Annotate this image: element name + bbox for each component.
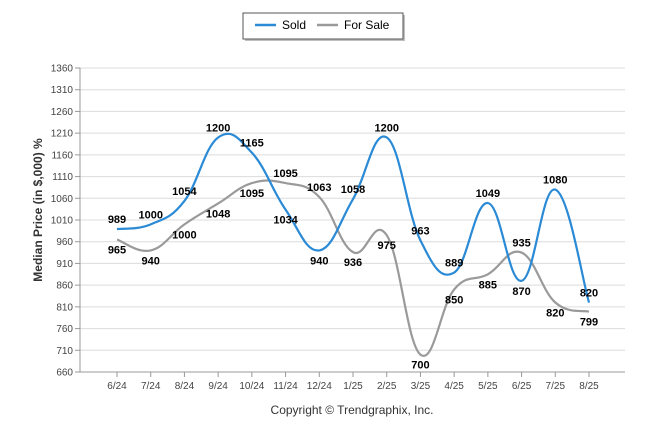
data-label-for-sale: 935 — [512, 238, 530, 250]
data-label-for-sale: 700 — [411, 360, 429, 372]
legend: Sold For Sale — [242, 12, 405, 41]
x-tick-label: 11/24 — [273, 381, 298, 392]
y-tick-label: 810 — [56, 302, 73, 313]
data-label-sold: 1200 — [374, 122, 398, 134]
series-line-sold — [116, 132, 591, 303]
y-tick-label: 760 — [56, 324, 73, 335]
grid-lines — [80, 67, 625, 373]
data-label-for-sale: 820 — [546, 308, 564, 320]
y-tick-label: 1010 — [51, 216, 74, 227]
data-label-for-sale: 799 — [580, 317, 598, 329]
y-tick-label: 660 — [56, 368, 73, 379]
y-axis-title: Median Price (in $,000) % — [31, 138, 45, 282]
x-tick-label: 3/25 — [411, 381, 431, 392]
y-axis: 660 710 760 810 860 910 960 1010 1060 1110 1160 121… — [51, 64, 81, 379]
x-axis: 6/24 7/24 8/24 9/24 10/24 11/24 12/24 1/25 2/25 3… — [80, 371, 625, 392]
x-tick-label: 6/24 — [107, 381, 127, 392]
x-tick-label: 12/24 — [307, 381, 332, 392]
x-tick-label: 7/25 — [546, 381, 566, 392]
y-tick-label: 1060 — [51, 194, 74, 205]
data-label-sold: 989 — [108, 214, 126, 226]
y-tick-label: 710 — [56, 346, 73, 357]
data-label-for-sale: 1095 — [240, 188, 264, 200]
data-label-for-sale: 936 — [344, 257, 362, 269]
data-label-sold: 1034 — [273, 215, 298, 227]
y-tick-label: 1360 — [51, 64, 74, 75]
x-tick-label: 10/24 — [239, 381, 264, 392]
y-tick-label: 1310 — [51, 85, 74, 96]
data-label-sold: 963 — [411, 225, 429, 237]
data-label-sold: 940 — [310, 255, 328, 267]
data-label-sold: 820 — [580, 288, 598, 300]
data-label-for-sale: 885 — [479, 279, 497, 291]
y-tick-label: 1110 — [52, 172, 73, 183]
data-label-sold: 1200 — [206, 122, 230, 134]
x-tick-label: 8/25 — [579, 381, 599, 392]
series-lines — [116, 132, 591, 357]
copyright-text: Copyright © Trendgraphix, Inc. — [271, 403, 434, 417]
data-label-sold: 1058 — [341, 184, 365, 196]
data-label-sold: 1080 — [543, 175, 567, 187]
y-tick-label: 860 — [56, 281, 73, 292]
data-label-for-sale: 1000 — [172, 229, 196, 241]
x-tick-label: 7/24 — [141, 381, 161, 392]
x-tick-label: 5/25 — [478, 381, 498, 392]
data-label-sold: 870 — [512, 286, 530, 298]
legend-label-sold: Sold — [282, 18, 306, 32]
data-label-for-sale: 975 — [378, 240, 396, 252]
data-label-sold: 1000 — [138, 209, 162, 221]
y-tick-label: 910 — [56, 259, 73, 270]
data-label-sold: 1049 — [476, 188, 500, 200]
data-label-for-sale: 940 — [142, 255, 160, 267]
data-label-for-sale: 1063 — [307, 182, 331, 194]
x-tick-label: 1/25 — [343, 381, 363, 392]
legend-label-for-sale: For Sale — [344, 18, 390, 32]
data-label-for-sale: 1095 — [273, 168, 297, 180]
y-tick-label: 1160 — [51, 150, 73, 161]
data-label-for-sale: 965 — [108, 245, 126, 257]
data-label-for-sale: 850 — [445, 294, 463, 306]
data-label-for-sale: 1048 — [206, 208, 230, 220]
data-label-sold: 1054 — [172, 186, 197, 198]
x-tick-label: 4/25 — [444, 381, 464, 392]
y-tick-label: 960 — [56, 237, 73, 248]
x-tick-label: 6/25 — [512, 381, 532, 392]
y-tick-label: 1210 — [51, 129, 74, 140]
data-label-sold: 1165 — [240, 138, 264, 150]
x-tick-label: 2/25 — [377, 381, 397, 392]
data-label-sold: 889 — [445, 258, 463, 270]
data-labels: 989 1000 1054 1200 1165 1034 940 1058 1200 963 889… — [108, 122, 598, 371]
x-tick-label: 8/24 — [175, 381, 195, 392]
x-tick-label: 9/24 — [208, 381, 228, 392]
y-tick-label: 1260 — [51, 107, 74, 118]
